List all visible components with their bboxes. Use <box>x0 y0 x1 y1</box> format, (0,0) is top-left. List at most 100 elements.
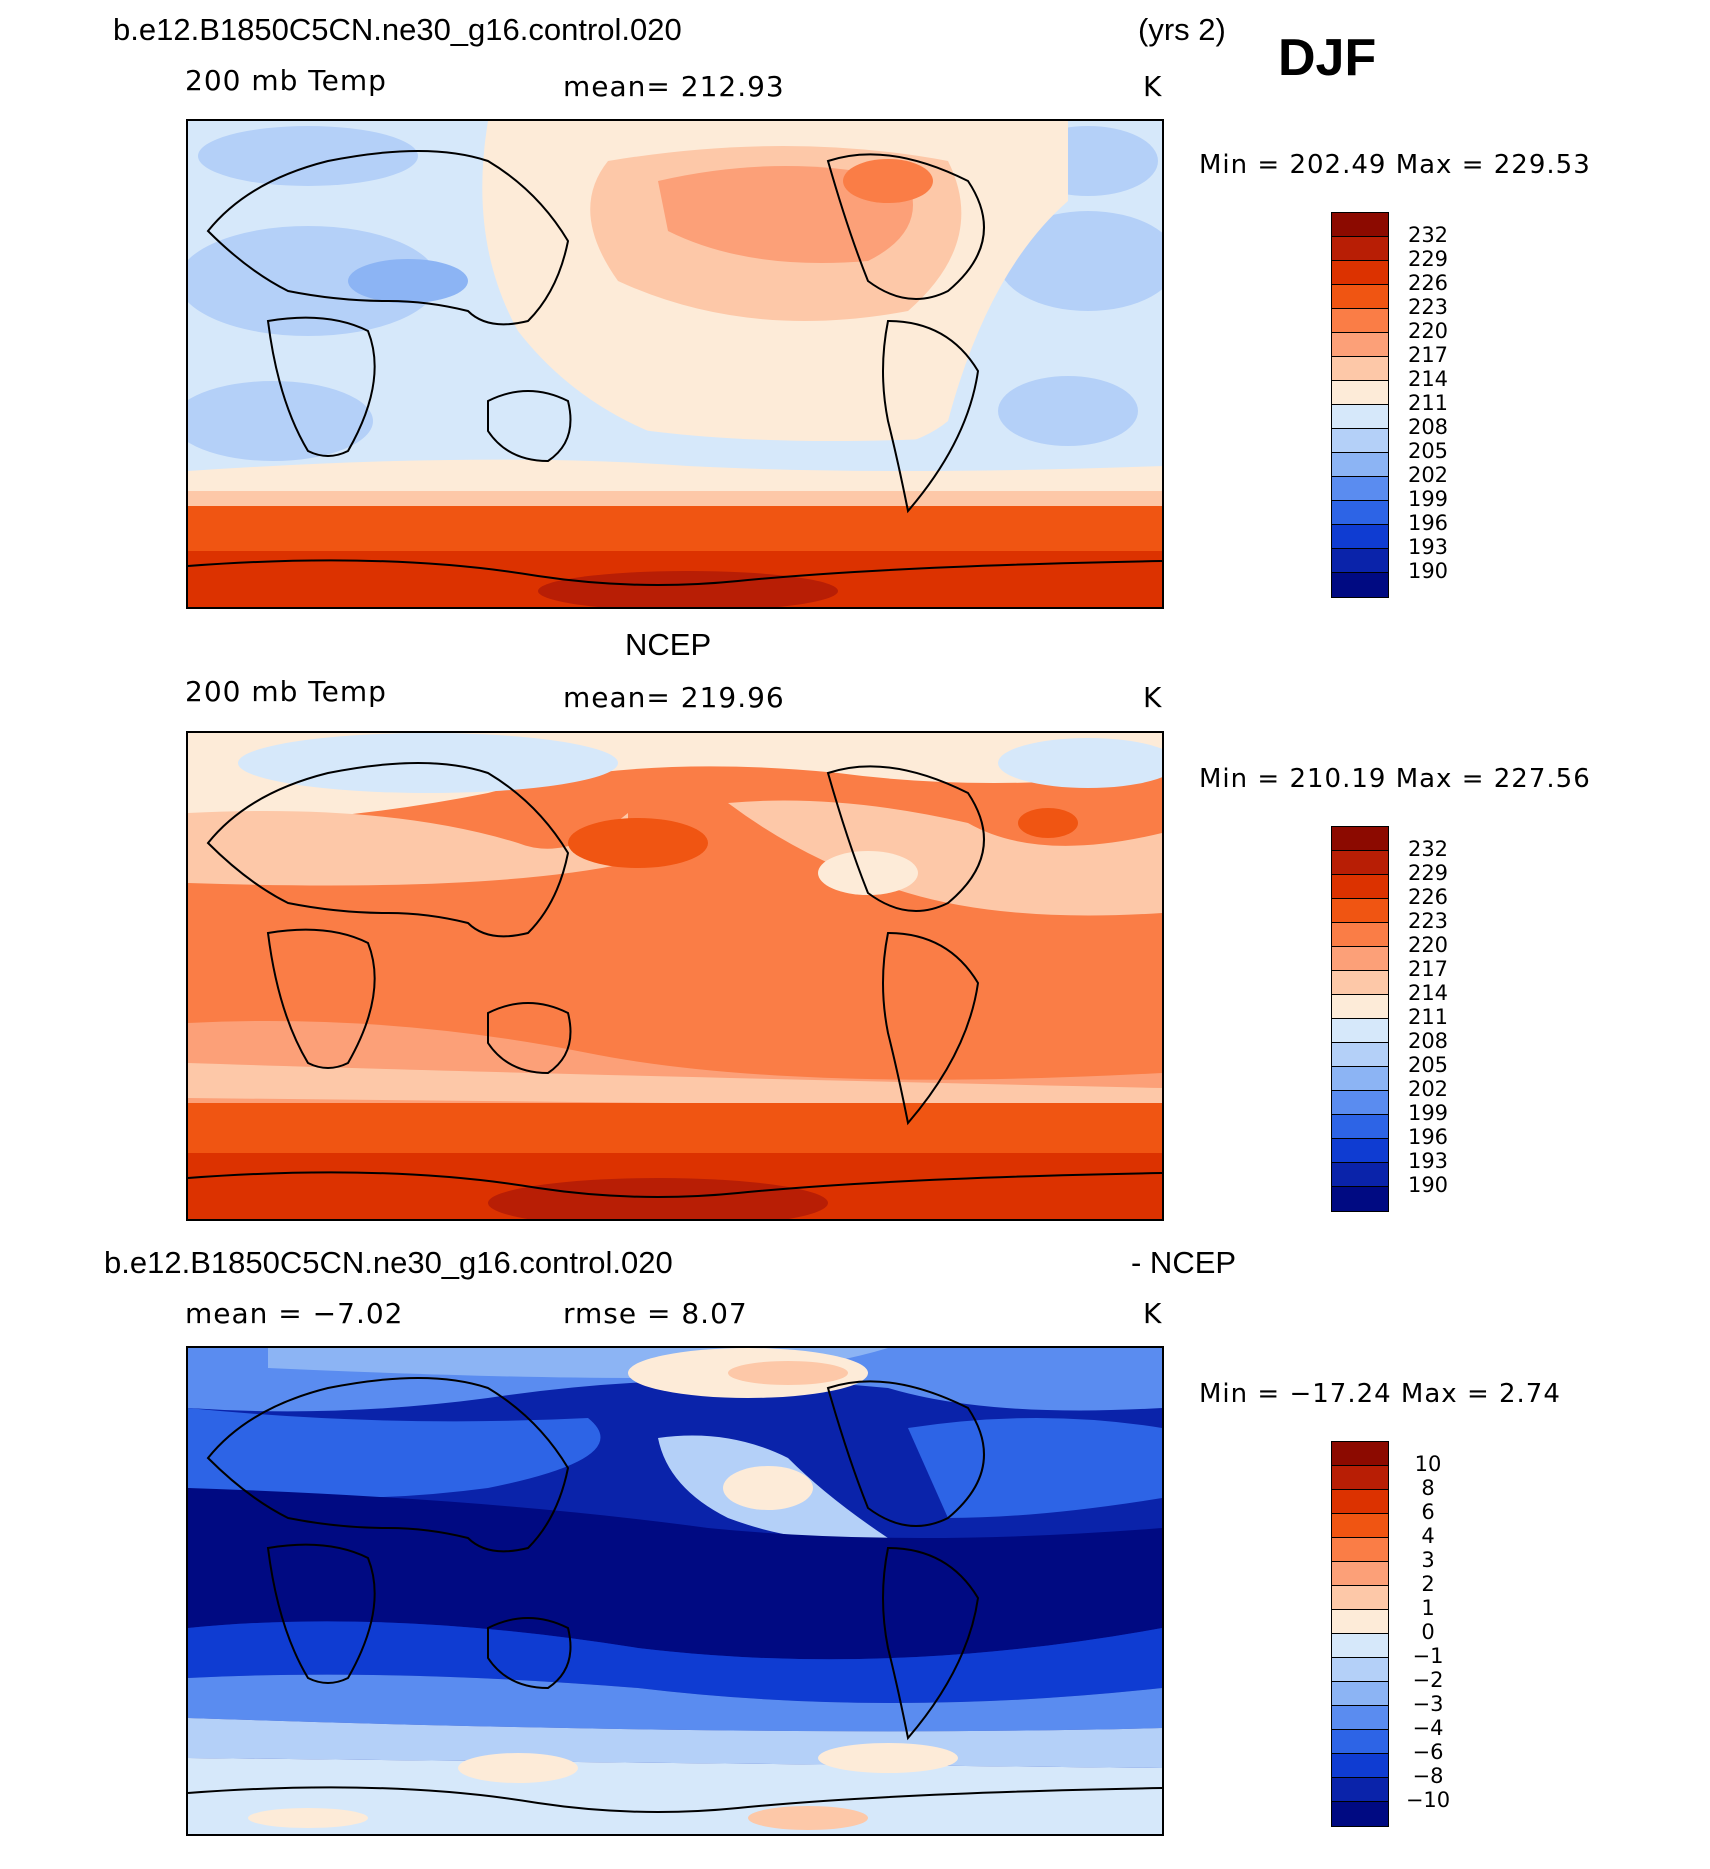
panel2-units: K <box>1143 681 1163 714</box>
panel3-mean: mean = −7.02 <box>185 1297 404 1330</box>
season-label: DJF <box>1278 29 1377 87</box>
colorbar-segment <box>1332 453 1388 477</box>
colorbar-label: 190 <box>1407 559 1449 583</box>
colorbar-label: −3 <box>1412 1692 1444 1716</box>
colorbar-segment <box>1332 429 1388 453</box>
colorbar-segment <box>1332 1187 1388 1211</box>
colorbar-segment <box>1332 213 1388 237</box>
colorbar-segment <box>1332 1139 1388 1163</box>
colorbar-segment <box>1332 971 1388 995</box>
colorbar-segment <box>1332 947 1388 971</box>
colorbar-segment <box>1332 1658 1388 1682</box>
colorbar-label: −2 <box>1412 1668 1444 1692</box>
colorbar-label: 4 <box>1421 1524 1435 1548</box>
colorbar-segment <box>1332 1682 1388 1706</box>
colorbar-label: 202 <box>1407 1077 1449 1101</box>
colorbar-label: −1 <box>1412 1644 1444 1668</box>
colorbar-label: 0 <box>1421 1620 1435 1644</box>
panel3-title-left: b.e12.B1850C5CN.ne30_g16.control.020 <box>104 1245 673 1280</box>
colorbar-label: −6 <box>1412 1740 1444 1764</box>
panel1-coastlines <box>188 150 1162 586</box>
panel3-minmax: Min = −17.24 Max = 2.74 <box>1199 1379 1561 1409</box>
colorbar-label: 202 <box>1407 463 1449 487</box>
panel3-coastlines <box>188 1377 1162 1813</box>
colorbar-segment <box>1332 405 1388 429</box>
colorbar-label: 214 <box>1407 367 1449 391</box>
colorbar-label: 229 <box>1407 247 1449 271</box>
panel3-colorbar <box>1331 1441 1389 1827</box>
colorbar-label: 2 <box>1421 1572 1435 1596</box>
colorbar-label: 217 <box>1407 343 1449 367</box>
colorbar-segment <box>1332 525 1388 549</box>
colorbar-label: 199 <box>1407 1101 1449 1125</box>
colorbar-segment <box>1332 501 1388 525</box>
colorbar-segment <box>1332 1466 1388 1490</box>
colorbar-segment <box>1332 1019 1388 1043</box>
colorbar-label: 199 <box>1407 487 1449 511</box>
colorbar-segment <box>1332 1091 1388 1115</box>
colorbar-segment <box>1332 1514 1388 1538</box>
colorbar-segment <box>1332 1634 1388 1658</box>
colorbar-segment <box>1332 1778 1388 1802</box>
colorbar-segment <box>1332 381 1388 405</box>
panel1-map-field <box>188 121 1162 607</box>
colorbar-label: 208 <box>1407 1029 1449 1053</box>
colorbar-label: 214 <box>1407 981 1449 1005</box>
colorbar-label: 8 <box>1421 1476 1435 1500</box>
colorbar-label: 205 <box>1407 439 1449 463</box>
panel2-map-field <box>188 733 1162 1219</box>
panel2-minmax: Min = 210.19 Max = 227.56 <box>1199 764 1591 794</box>
panel2-mean: mean= 219.96 <box>563 681 785 714</box>
panel3-map <box>186 1346 1164 1836</box>
panel2-map <box>186 731 1164 1221</box>
colorbar-segment <box>1332 1043 1388 1067</box>
colorbar-label: −10 <box>1405 1788 1451 1812</box>
panel3-title-right: - NCEP <box>1131 1245 1237 1280</box>
colorbar-segment <box>1332 1610 1388 1634</box>
panel2-coastlines <box>188 762 1162 1198</box>
panel1-variable: 200 mb Temp <box>185 64 387 97</box>
colorbar-label: 3 <box>1421 1548 1435 1572</box>
years-label: (yrs 2) <box>1138 12 1226 47</box>
colorbar-segment <box>1332 1490 1388 1514</box>
colorbar-segment <box>1332 1730 1388 1754</box>
colorbar-label: 6 <box>1421 1500 1435 1524</box>
colorbar-segment <box>1332 261 1388 285</box>
colorbar-segment <box>1332 357 1388 381</box>
colorbar-label: 211 <box>1407 391 1449 415</box>
colorbar-segment <box>1332 573 1388 597</box>
colorbar-segment <box>1332 1586 1388 1610</box>
colorbar-segment <box>1332 1562 1388 1586</box>
panel2-title: NCEP <box>625 627 712 662</box>
panel3-map-field <box>188 1348 1162 1834</box>
colorbar-label: 211 <box>1407 1005 1449 1029</box>
colorbar-segment <box>1332 827 1388 851</box>
colorbar-segment <box>1332 899 1388 923</box>
colorbar-label: 193 <box>1407 1149 1449 1173</box>
colorbar-label: −8 <box>1412 1764 1444 1788</box>
panel1-colorbar <box>1331 212 1389 598</box>
colorbar-segment <box>1332 1115 1388 1139</box>
colorbar-segment <box>1332 285 1388 309</box>
colorbar-label: 190 <box>1407 1173 1449 1197</box>
colorbar-segment <box>1332 995 1388 1019</box>
colorbar-segment <box>1332 1802 1388 1826</box>
panel1-units: K <box>1143 70 1163 103</box>
colorbar-segment <box>1332 549 1388 573</box>
panel1-mean: mean= 212.93 <box>563 70 785 103</box>
colorbar-label: 220 <box>1407 319 1449 343</box>
colorbar-label: 232 <box>1407 223 1449 247</box>
colorbar-label: 196 <box>1407 511 1449 535</box>
colorbar-segment <box>1332 1067 1388 1091</box>
panel2-variable: 200 mb Temp <box>185 675 387 708</box>
colorbar-label: 232 <box>1407 837 1449 861</box>
colorbar-label: 226 <box>1407 271 1449 295</box>
colorbar-label: 208 <box>1407 415 1449 439</box>
colorbar-label: 226 <box>1407 885 1449 909</box>
colorbar-label: 229 <box>1407 861 1449 885</box>
panel2-colorbar <box>1331 826 1389 1212</box>
colorbar-label: −4 <box>1412 1716 1444 1740</box>
colorbar-segment <box>1332 309 1388 333</box>
colorbar-segment <box>1332 333 1388 357</box>
colorbar-segment <box>1332 477 1388 501</box>
